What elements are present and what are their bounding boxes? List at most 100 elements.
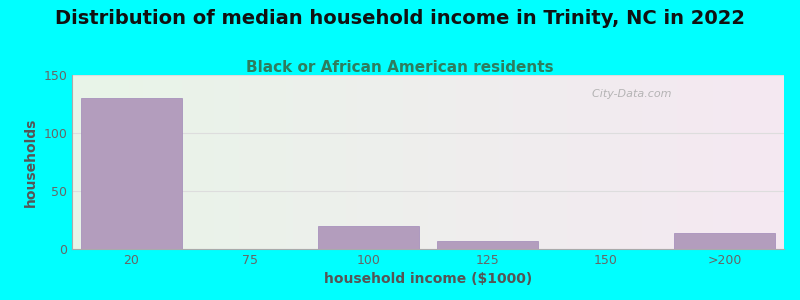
Bar bbox=[585, 75, 588, 249]
Bar bbox=[406, 75, 410, 249]
Bar bbox=[450, 75, 453, 249]
Bar bbox=[652, 75, 656, 249]
Bar bbox=[478, 75, 482, 249]
Bar bbox=[374, 75, 378, 249]
Bar bbox=[310, 75, 314, 249]
Bar bbox=[261, 75, 264, 249]
Bar bbox=[759, 75, 762, 249]
Bar bbox=[200, 75, 204, 249]
Bar bbox=[617, 75, 620, 249]
Bar bbox=[325, 75, 328, 249]
Bar bbox=[414, 75, 418, 249]
Bar bbox=[367, 75, 371, 249]
Bar bbox=[133, 75, 136, 249]
Bar bbox=[354, 75, 357, 249]
Bar bbox=[677, 75, 681, 249]
Bar bbox=[246, 75, 250, 249]
Bar bbox=[670, 75, 674, 249]
Bar bbox=[421, 75, 425, 249]
Bar bbox=[766, 75, 770, 249]
Bar bbox=[727, 75, 730, 249]
Bar bbox=[659, 75, 663, 249]
Bar bbox=[755, 75, 759, 249]
Bar bbox=[666, 75, 670, 249]
Bar bbox=[570, 75, 574, 249]
Bar bbox=[158, 75, 161, 249]
Text: Black or African American residents: Black or African American residents bbox=[246, 60, 554, 75]
Bar bbox=[396, 75, 399, 249]
Bar bbox=[136, 75, 140, 249]
Bar bbox=[332, 75, 335, 249]
Bar bbox=[278, 75, 282, 249]
Bar bbox=[232, 75, 236, 249]
Bar bbox=[335, 75, 339, 249]
Bar bbox=[624, 75, 627, 249]
Bar bbox=[713, 75, 716, 249]
Bar bbox=[720, 75, 723, 249]
Bar bbox=[588, 75, 592, 249]
Bar bbox=[531, 75, 534, 249]
Bar bbox=[399, 75, 403, 249]
Bar bbox=[474, 75, 478, 249]
Bar bbox=[293, 75, 296, 249]
Bar bbox=[606, 75, 610, 249]
Bar bbox=[418, 75, 421, 249]
Bar bbox=[318, 75, 321, 249]
Bar bbox=[122, 75, 126, 249]
Bar bbox=[211, 75, 214, 249]
Bar bbox=[296, 75, 300, 249]
Bar bbox=[745, 75, 749, 249]
Bar bbox=[645, 75, 649, 249]
Bar bbox=[556, 75, 560, 249]
Bar bbox=[446, 75, 450, 249]
Bar bbox=[691, 75, 695, 249]
Bar bbox=[431, 75, 435, 249]
Bar bbox=[560, 75, 563, 249]
Bar bbox=[357, 75, 360, 249]
Bar bbox=[111, 75, 114, 249]
Bar bbox=[328, 75, 332, 249]
Bar bbox=[489, 75, 492, 249]
Bar bbox=[82, 75, 86, 249]
Bar bbox=[457, 75, 460, 249]
Bar bbox=[453, 75, 457, 249]
Bar bbox=[243, 75, 246, 249]
Bar bbox=[502, 75, 506, 249]
Bar bbox=[553, 75, 556, 249]
Bar bbox=[460, 75, 464, 249]
Bar bbox=[595, 75, 599, 249]
Bar bbox=[698, 75, 702, 249]
Bar bbox=[146, 75, 150, 249]
Bar bbox=[161, 75, 165, 249]
Bar bbox=[610, 75, 613, 249]
Bar bbox=[346, 75, 350, 249]
Bar bbox=[342, 75, 346, 249]
Bar bbox=[314, 75, 318, 249]
Bar bbox=[581, 75, 585, 249]
Bar bbox=[730, 75, 734, 249]
Bar bbox=[485, 75, 489, 249]
Bar bbox=[81, 98, 182, 249]
Bar bbox=[264, 75, 268, 249]
Bar bbox=[599, 75, 602, 249]
Bar bbox=[207, 75, 211, 249]
Bar bbox=[75, 75, 79, 249]
Bar bbox=[143, 75, 146, 249]
Bar bbox=[410, 75, 414, 249]
Bar bbox=[592, 75, 595, 249]
Bar bbox=[79, 75, 82, 249]
Bar bbox=[688, 75, 691, 249]
Bar bbox=[268, 75, 271, 249]
Bar bbox=[318, 226, 419, 249]
Bar bbox=[438, 75, 442, 249]
Bar bbox=[674, 75, 677, 249]
Bar bbox=[538, 75, 542, 249]
Text: City-Data.com: City-Data.com bbox=[585, 89, 671, 99]
Bar bbox=[770, 75, 774, 249]
Bar bbox=[563, 75, 567, 249]
Bar bbox=[528, 75, 531, 249]
Bar bbox=[389, 75, 392, 249]
Text: Distribution of median household income in Trinity, NC in 2022: Distribution of median household income … bbox=[55, 9, 745, 28]
Bar bbox=[492, 75, 496, 249]
Bar bbox=[514, 75, 517, 249]
